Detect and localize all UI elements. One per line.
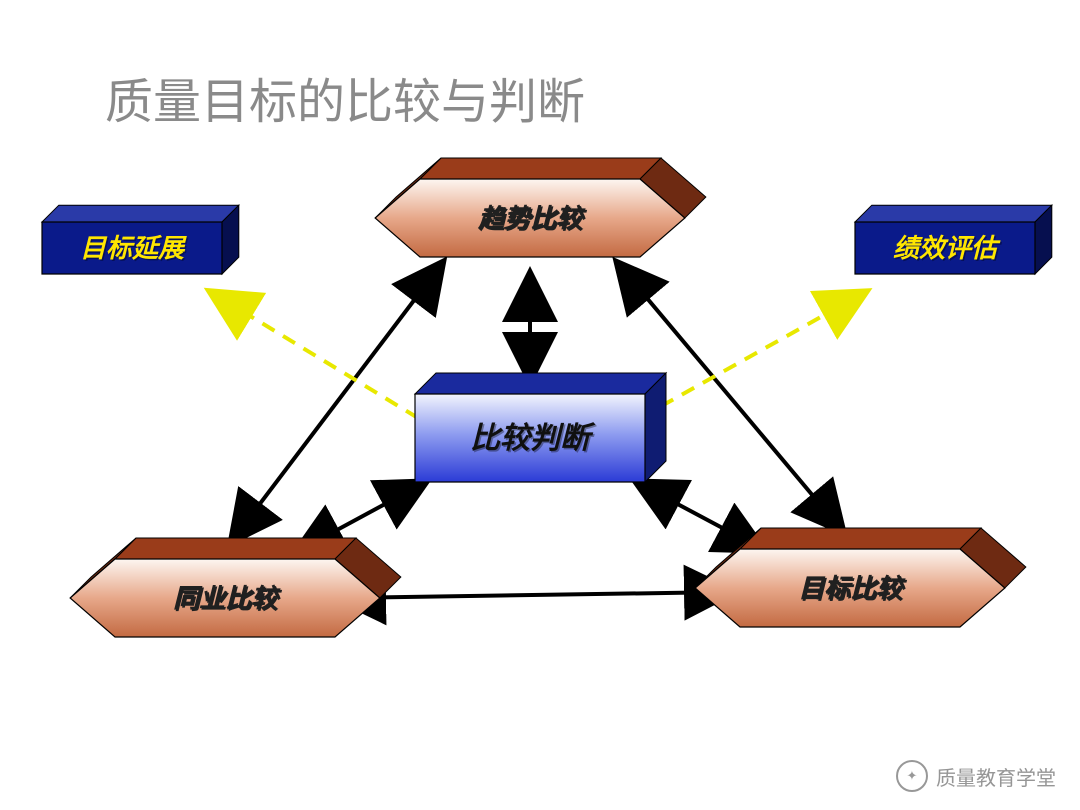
watermark: ✦ 质量教育学堂 <box>896 760 1056 792</box>
box-right-label: 绩效评估 <box>893 233 1001 263</box>
box-left-top <box>42 205 239 222</box>
hex-top-top <box>420 158 661 179</box>
hex-right-label: 目标比较 <box>798 573 906 603</box>
hex-top-label: 趋势比较 <box>477 203 586 233</box>
arrow-solid-3 <box>342 592 728 598</box>
box-right-top <box>855 205 1052 222</box>
hex-left-label: 同业比较 <box>173 583 281 613</box>
shapes-layer: 比较判断比较判断趋势比较趋势比较同业比较同业比较目标比较目标比较目标延展目标延展… <box>42 158 1052 637</box>
wechat-icon: ✦ <box>896 760 928 792</box>
box-left-label: 目标延展 <box>80 233 187 263</box>
arrow-solid-1 <box>234 266 440 538</box>
watermark-text: 质量教育学堂 <box>936 762 1056 791</box>
arrow-dashed-1 <box>640 294 862 418</box>
diagram-canvas: 比较判断比较判断趋势比较趋势比较同业比较同业比较目标比较目标比较目标延展目标延展… <box>0 0 1080 810</box>
hex-left-top <box>115 538 356 559</box>
arrow-dashed-0 <box>214 294 418 418</box>
box-center-top <box>415 373 666 394</box>
arrow-solid-5 <box>640 484 760 548</box>
box-center-label: 比较判断 <box>470 422 596 455</box>
hex-right-top <box>740 528 981 549</box>
